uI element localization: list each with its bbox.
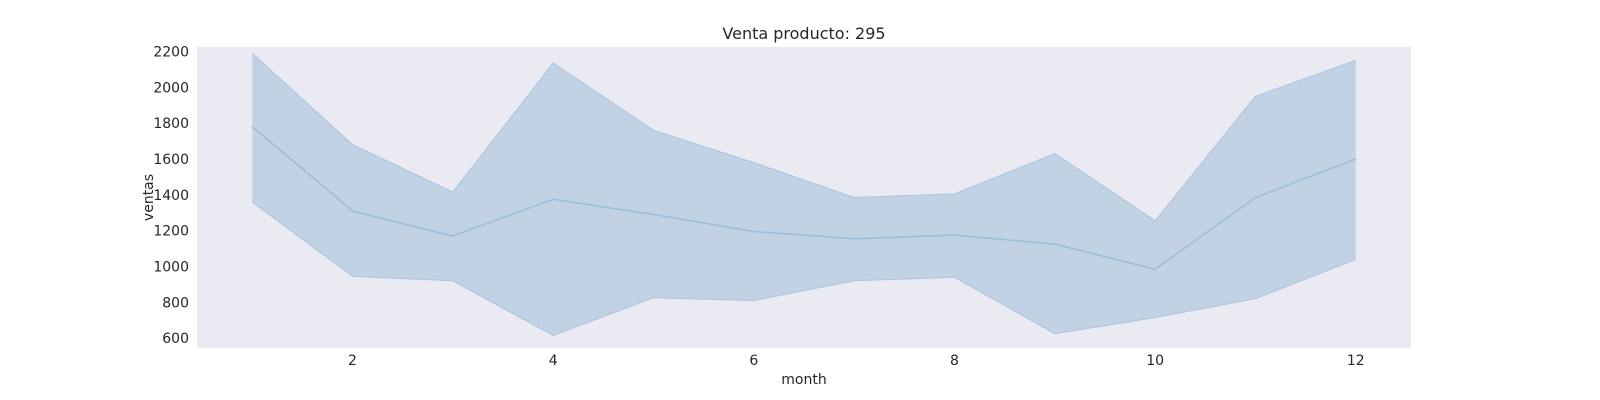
data-point-month-8 — [953, 234, 955, 236]
y-axis-label: ventas — [141, 174, 157, 221]
data-point-month-9 — [1054, 243, 1056, 245]
series-line — [251, 126, 1357, 271]
x-tick-label: 6 — [749, 353, 758, 369]
data-point-month-12 — [1355, 158, 1357, 160]
y-tick-label: 600 — [162, 331, 189, 347]
data-points — [251, 126, 1357, 270]
data-point-month-2 — [352, 210, 354, 212]
y-tick-label: 2200 — [153, 44, 189, 60]
x-tick-label: 2 — [348, 353, 357, 369]
data-point-month-6 — [753, 231, 755, 233]
data-point-month-7 — [853, 238, 855, 240]
y-tick-label: 2000 — [153, 80, 189, 96]
x-tick-label: 10 — [1146, 353, 1164, 369]
y-tick-label: 1400 — [153, 188, 189, 204]
data-point-month-11 — [1254, 197, 1256, 198]
data-point-month-3 — [452, 235, 454, 237]
confidence-band — [252, 53, 1356, 336]
y-tick-label: 1000 — [153, 259, 189, 275]
x-axis-label: month — [781, 372, 826, 388]
y-tick-label: 1600 — [153, 152, 189, 168]
data-point-month-1 — [251, 126, 253, 128]
data-point-month-4 — [552, 198, 554, 200]
y-axis-ticks: 600 800 1000 1200 1400 1600 1800 2000 2200 — [153, 44, 189, 347]
x-tick-label: 8 — [950, 353, 959, 369]
x-tick-label: 4 — [549, 353, 558, 369]
x-axis-ticks: 2 4 6 8 10 12 — [348, 353, 1365, 369]
chart-title: Venta producto: 295 — [722, 24, 885, 43]
confidence-band-lower-edge — [251, 201, 1356, 337]
y-tick-label: 1800 — [153, 116, 189, 132]
y-tick-label: 1200 — [153, 224, 189, 240]
data-point-month-10 — [1154, 268, 1156, 270]
x-tick-label: 12 — [1347, 353, 1365, 369]
y-tick-label: 800 — [162, 295, 189, 311]
confidence-band-upper-edge — [251, 52, 1356, 222]
data-point-month-5 — [653, 214, 655, 216]
